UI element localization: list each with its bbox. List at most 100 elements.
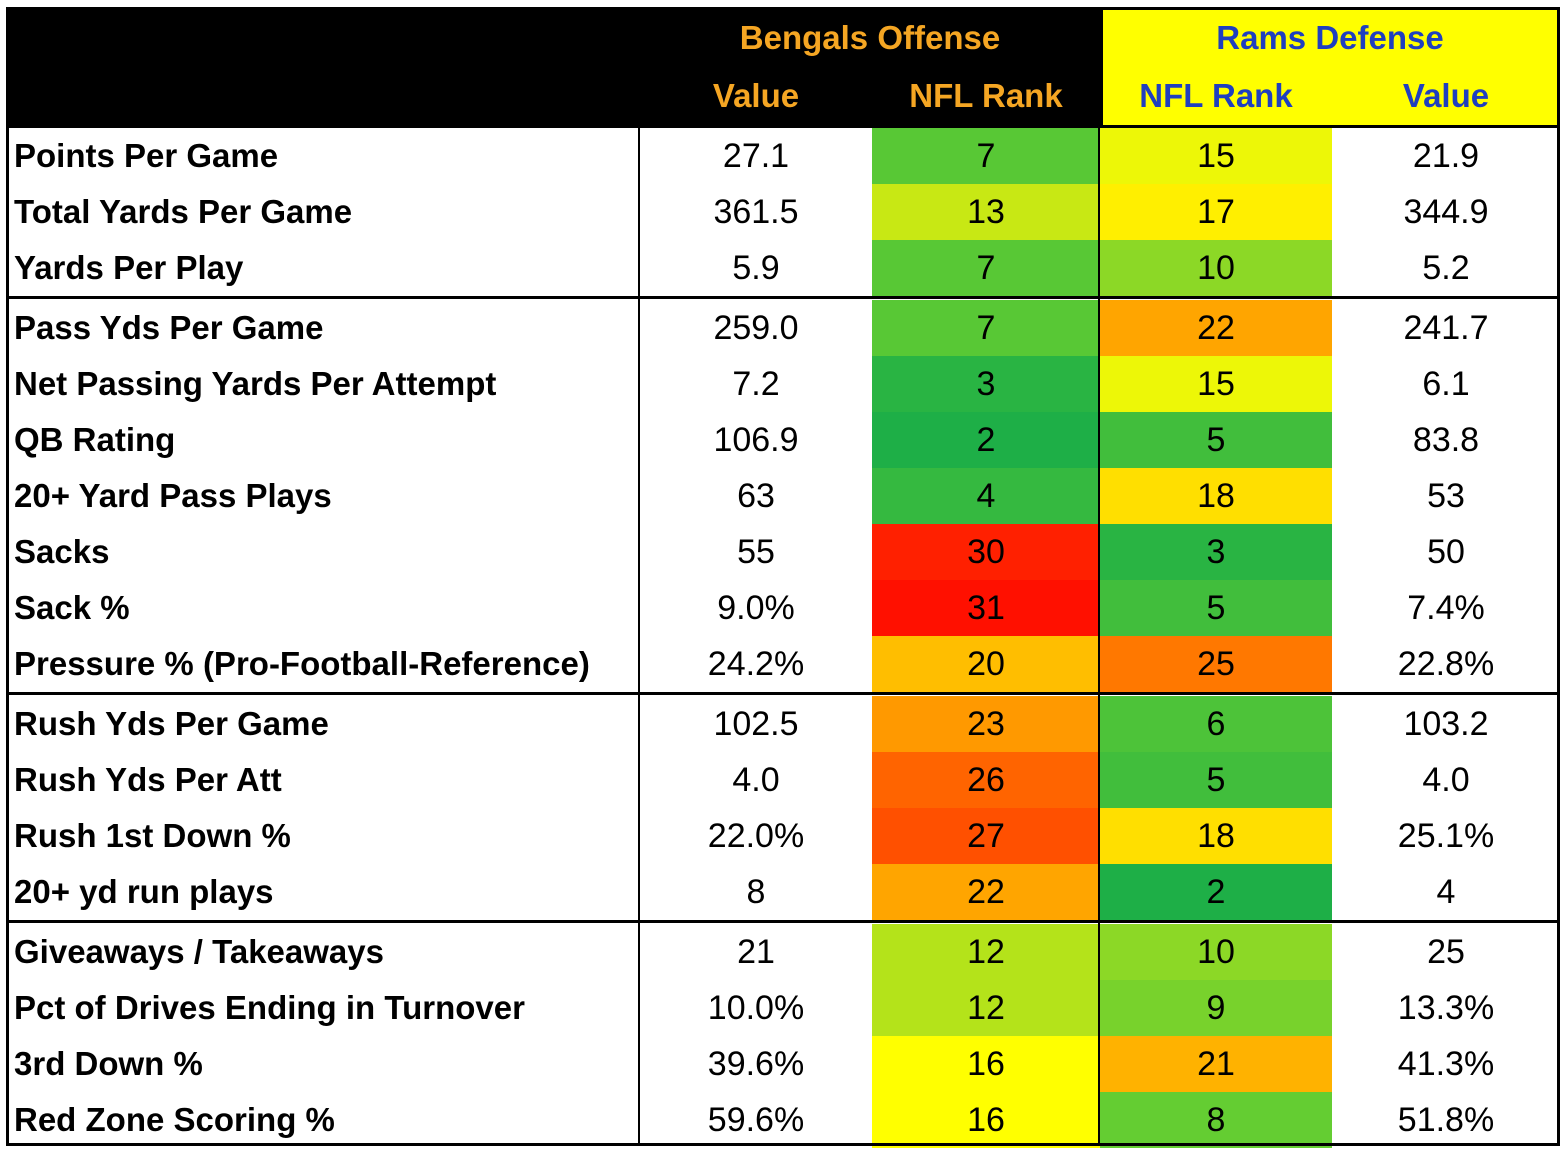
table-row: Giveaways / Takeaways 21 12 10 25 (6, 924, 1560, 980)
table-row: 3rd Down % 39.6% 16 21 41.3% (6, 1036, 1560, 1092)
defense-rank-cell: 5 (1100, 412, 1332, 468)
offense-value-cell: 24.2% (707, 645, 805, 683)
offense-value-cell: 22.0% (707, 817, 805, 855)
table-row: QB Rating 106.9 2 5 83.8 (6, 412, 1560, 468)
group-separator (6, 296, 1560, 299)
offense-title: Bengals Offense (739, 19, 1001, 56)
stat-label: 20+ Yard Pass Plays (14, 477, 332, 514)
defense-value-cell: 21.9 (1412, 137, 1480, 175)
offense-rank-cell: 12 (872, 980, 1100, 1036)
defense-rank-cell: 15 (1100, 128, 1332, 184)
offense-value-cell: 106.9 (713, 421, 799, 459)
defense-rank-cell: 5 (1100, 752, 1332, 808)
table-row: Red Zone Scoring % 59.6% 16 8 51.8% (6, 1092, 1560, 1148)
defense-value-cell: 7.4% (1407, 589, 1485, 627)
column-separator (638, 125, 640, 1146)
table-row: Rush 1st Down % 22.0% 27 18 25.1% (6, 808, 1560, 864)
header-separator (6, 125, 1560, 128)
table-row: 20+ Yard Pass Plays 63 4 18 53 (6, 468, 1560, 524)
defense-value-cell: 344.9 (1403, 193, 1489, 231)
defense-value-cell: 53 (1427, 477, 1465, 515)
defense-value-cell: 41.3% (1397, 1045, 1495, 1083)
stat-label: Rush Yds Per Att (14, 761, 282, 798)
defense-value-cell: 51.8% (1397, 1101, 1495, 1139)
defense-rank-header: NFL Rank (1139, 77, 1293, 114)
table-row: Rush Yds Per Att 4.0 26 5 4.0 (6, 752, 1560, 808)
defense-value-cell: 13.3% (1397, 989, 1495, 1027)
offense-rank-cell: 20 (872, 636, 1100, 692)
defense-rank-cell: 25 (1100, 636, 1332, 692)
stat-label: Pass Yds Per Game (14, 309, 324, 346)
column-separator (1098, 7, 1100, 1146)
offense-rank-cell: 16 (872, 1092, 1100, 1148)
defense-rank-cell: 15 (1100, 356, 1332, 412)
offense-value-cell: 361.5 (713, 193, 799, 231)
defense-value-cell: 22.8% (1397, 645, 1495, 683)
stat-label: Rush 1st Down % (14, 817, 291, 854)
offense-rank-cell: 26 (872, 752, 1100, 808)
offense-value-cell: 8 (746, 873, 766, 911)
stat-label: Pressure % (Pro-Football-Reference) (14, 645, 590, 682)
defense-rank-cell: 10 (1100, 924, 1332, 980)
offense-rank-cell: 27 (872, 808, 1100, 864)
offense-value-cell: 55 (737, 533, 775, 571)
offense-value-cell: 9.0% (717, 589, 795, 627)
offense-value-cell: 102.5 (713, 705, 799, 743)
defense-value-cell: 6.1 (1422, 365, 1470, 403)
defense-value-cell: 50 (1427, 533, 1465, 571)
defense-title: Rams Defense (1216, 19, 1444, 56)
stat-label: Net Passing Yards Per Attempt (14, 365, 497, 402)
table-row: Sack % 9.0% 31 5 7.4% (6, 580, 1560, 636)
table-row: Pressure % (Pro-Football-Reference) 24.2%… (6, 636, 1560, 692)
table-row: 20+ yd run plays 8 22 2 4 (6, 864, 1560, 920)
defense-rank-cell: 9 (1100, 980, 1332, 1036)
table-row: Points Per Game 27.1 7 15 21.9 (6, 128, 1560, 184)
defense-value-cell: 25 (1427, 933, 1465, 971)
offense-rank-cell: 16 (872, 1036, 1100, 1092)
stat-label: QB Rating (14, 421, 176, 458)
defense-value-cell: 5.2 (1422, 249, 1470, 287)
defense-rank-cell: 18 (1100, 808, 1332, 864)
stat-label: Points Per Game (14, 137, 279, 174)
stat-label: 20+ yd run plays (14, 873, 274, 910)
defense-rank-cell: 3 (1100, 524, 1332, 580)
offense-rank-cell: 22 (872, 864, 1100, 920)
defense-value-cell: 4 (1436, 873, 1456, 911)
group-separator (6, 920, 1560, 923)
stat-label: Rush Yds Per Game (14, 705, 329, 742)
offense-value-cell: 259.0 (713, 309, 799, 347)
defense-value-cell: 241.7 (1403, 309, 1489, 347)
offense-value-cell: 63 (737, 477, 775, 515)
offense-rank-cell: 7 (872, 240, 1100, 296)
defense-rank-cell: 2 (1100, 864, 1332, 920)
table-row: Rush Yds Per Game 102.5 23 6 103.2 (6, 696, 1560, 752)
table-row: Pass Yds Per Game 259.0 7 22 241.7 (6, 300, 1560, 356)
table-row: Net Passing Yards Per Attempt 7.2 3 15 6.1 (6, 356, 1560, 412)
table-row: Sacks 55 30 3 50 (6, 524, 1560, 580)
defense-rank-cell: 5 (1100, 580, 1332, 636)
defense-value-cell: 83.8 (1412, 421, 1480, 459)
table-row: Total Yards Per Game 361.5 13 17 344.9 (6, 184, 1560, 240)
offense-value-cell: 59.6% (707, 1101, 805, 1139)
offense-value-cell: 27.1 (722, 137, 790, 175)
offense-value-header: Value (712, 77, 800, 114)
offense-rank-cell: 12 (872, 924, 1100, 980)
defense-header-bg (1100, 7, 1560, 125)
group-separator (6, 692, 1560, 695)
stat-label: Sacks (14, 533, 110, 570)
stat-label: Red Zone Scoring % (14, 1101, 335, 1138)
offense-rank-cell: 13 (872, 184, 1100, 240)
offense-rank-cell: 7 (872, 128, 1100, 184)
defense-value-cell: 4.0 (1422, 761, 1470, 799)
offense-rank-cell: 7 (872, 300, 1100, 356)
stat-label: Total Yards Per Game (14, 193, 353, 230)
defense-rank-cell: 8 (1100, 1092, 1332, 1148)
defense-value-cell: 103.2 (1403, 705, 1489, 743)
defense-rank-cell: 18 (1100, 468, 1332, 524)
stat-label: Sack % (14, 589, 130, 626)
table-row: Yards Per Play 5.9 7 10 5.2 (6, 240, 1560, 296)
stat-label: Giveaways / Takeaways (14, 933, 384, 970)
offense-rank-cell: 2 (872, 412, 1100, 468)
defense-rank-cell: 17 (1100, 184, 1332, 240)
offense-value-cell: 39.6% (707, 1045, 805, 1083)
